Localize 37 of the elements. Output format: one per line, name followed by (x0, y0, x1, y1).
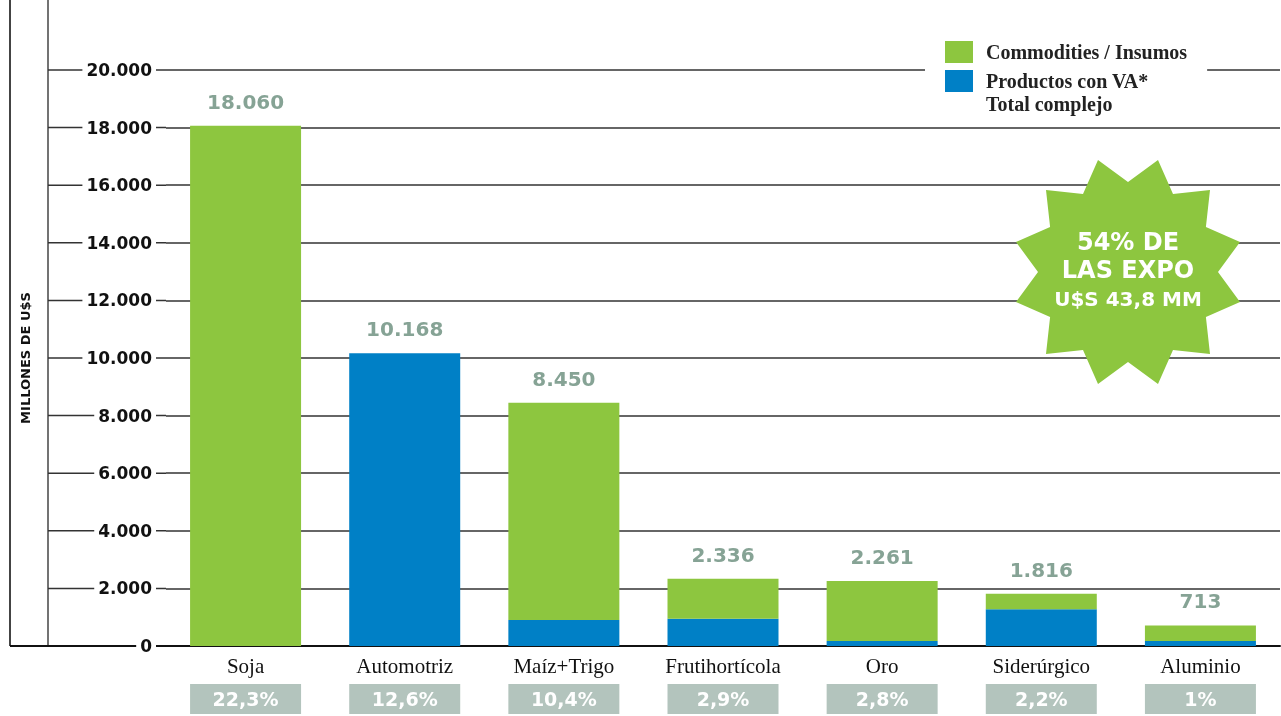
x-tick-label: Frutihortícola (665, 653, 782, 678)
total-label: 2.261 (850, 544, 914, 569)
text: 1% (1184, 688, 1217, 710)
text: 10,4% (530, 688, 597, 710)
y-tick-label: 20.000 (86, 60, 153, 80)
x-tick-label: Aluminio (1160, 653, 1241, 678)
legend-label: Commodities / Insumos (986, 41, 1188, 63)
text: 12,6% (371, 688, 438, 710)
total-label: 10.168 (366, 317, 444, 342)
y-tick-label: 14.000 (86, 232, 153, 253)
total-label: 2.336 (691, 542, 755, 567)
annotation: Total complejo (986, 93, 1113, 116)
total-label: 1.816 (1009, 557, 1073, 582)
x-tick-label: Maíz+Trigo (513, 653, 615, 678)
x-tick-label: Oro (865, 653, 899, 678)
y-tick-label: 18.000 (86, 117, 153, 138)
text: 22,3% (212, 688, 279, 710)
text: 2,9% (696, 688, 750, 710)
total-label: 18.060 (206, 89, 285, 114)
x-tick-label: Siderúrgico (992, 653, 1091, 678)
y-tick-label: 12.000 (86, 290, 153, 311)
y-tick-label: 4.000 (98, 520, 153, 541)
text: 2,8% (855, 688, 909, 710)
y-axis-title: MILLONES DE U$S (18, 292, 33, 424)
x-tick-label: Automotriz (356, 653, 454, 678)
legend-label: Productos con VA* (986, 70, 1149, 92)
y-tick-label: 2.000 (98, 578, 153, 599)
total-label: 713 (1179, 589, 1222, 614)
text: 2,2% (1014, 688, 1068, 710)
x-tick-label: Soja (226, 653, 265, 678)
y-tick-label: 6.000 (98, 463, 153, 484)
y-tick-label: 10.000 (86, 348, 153, 368)
y-tick-label: 0 (140, 636, 153, 656)
y-tick-label: 16.000 (86, 175, 153, 196)
y-tick-label: 8.000 (98, 405, 153, 426)
total-label: 8.450 (532, 366, 596, 391)
annotation: 54% DE LAS EXPO U$S 43,8 MM (1054, 228, 1202, 311)
